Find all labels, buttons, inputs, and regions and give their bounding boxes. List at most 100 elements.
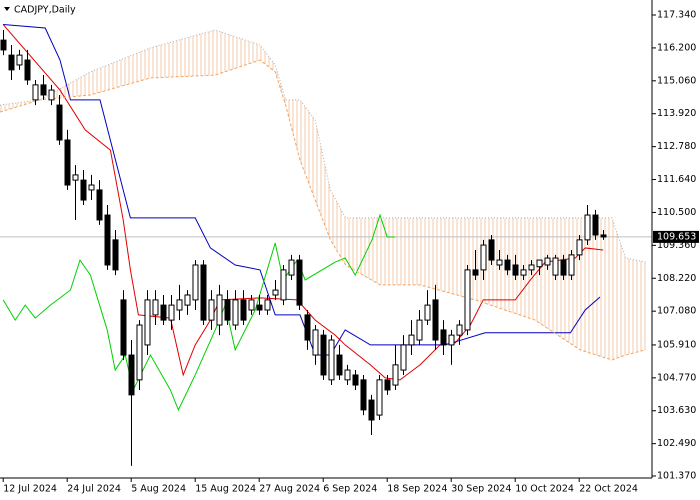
candle-body-down	[368, 399, 375, 421]
candle-body-up	[88, 184, 95, 191]
candle-body-down	[96, 189, 103, 221]
candle-body-up	[584, 214, 591, 241]
y-tick-label: 102.490	[657, 438, 696, 449]
candle-body-down	[200, 264, 207, 321]
candle-body-up	[344, 369, 351, 381]
candle-body-up	[416, 319, 423, 341]
candle-body-up	[480, 244, 487, 271]
candle-body-down	[336, 354, 343, 376]
y-tick-label: 113.920	[657, 108, 696, 119]
candle-body-down	[56, 104, 63, 141]
candle-body-down	[352, 374, 359, 386]
indicator-line	[2, 213, 396, 412]
candle-body-up	[552, 257, 559, 276]
candle-body-up	[376, 379, 383, 416]
x-tick-label: 18 Sep 2024	[387, 484, 447, 495]
candle-body-down	[488, 239, 495, 261]
candle-body-down	[560, 259, 567, 276]
candle-body-down	[440, 329, 447, 346]
candle-body-up	[496, 259, 503, 266]
y-tick-label: 105.910	[657, 339, 696, 350]
y-tick-label: 107.080	[657, 306, 696, 317]
candle-body-up	[328, 339, 335, 381]
indicator-line	[0, 59, 646, 361]
menu-triangle[interactable]	[4, 7, 10, 11]
x-tick-label: 12 Jul 2024	[3, 484, 57, 495]
candle-body-down	[80, 179, 87, 201]
candle-body-down	[160, 304, 167, 321]
candle-body-down	[592, 214, 599, 236]
y-tick-label: 110.500	[657, 207, 696, 218]
indicator-line	[2, 24, 604, 381]
candle-body-down	[64, 139, 71, 186]
candle-body-up	[568, 254, 575, 276]
candle-body-up	[232, 299, 239, 326]
candle-body-up	[288, 259, 295, 276]
y-tick-label: 101.370	[657, 470, 696, 481]
candle-body-up	[16, 54, 23, 66]
candle-body-up	[464, 269, 471, 331]
y-tick-label: 116.200	[657, 42, 696, 53]
x-tick-label: 6 Sep 2024	[323, 484, 377, 495]
candle-body-up	[448, 334, 455, 346]
x-tick-label: 10 Oct 2024	[515, 484, 574, 495]
candle-body-down	[320, 334, 327, 376]
candle-body-up	[280, 269, 287, 301]
y-tick-label: 104.770	[657, 372, 696, 383]
y-tick-label: 111.640	[657, 174, 696, 185]
candle-body-down	[296, 259, 303, 306]
candle-body-down	[224, 299, 231, 321]
candle-body-up	[544, 257, 551, 266]
candle-body-up	[152, 299, 159, 316]
x-tick-label: 30 Sep 2024	[451, 484, 511, 495]
candle-body-down	[256, 304, 263, 311]
candle-body-up	[408, 334, 415, 346]
candle-body-up	[456, 324, 463, 336]
x-tick-label: 27 Aug 2024	[259, 484, 320, 495]
candle-body-up	[176, 299, 183, 311]
candle-body-down	[432, 299, 439, 341]
candle-body-up	[576, 239, 583, 256]
candle-body-down	[240, 299, 247, 321]
candle-body-up	[72, 174, 79, 181]
chart-title: CADJPY,Daily	[14, 5, 76, 16]
candle-body-down	[0, 39, 7, 51]
candle-body-up	[264, 299, 271, 311]
candle-body-up	[424, 304, 431, 321]
candle-body-down	[360, 379, 367, 411]
y-tick-label: 115.060	[657, 75, 696, 86]
candle-body-up	[192, 264, 199, 301]
candle-body-down	[512, 264, 519, 276]
candle-body-up	[312, 329, 319, 356]
y-tick-label: 108.220	[657, 273, 696, 284]
candle-body-up	[272, 289, 279, 296]
candle-body-up	[48, 89, 55, 101]
candle-body-up	[168, 304, 175, 321]
candle-body-down	[504, 259, 511, 271]
candle-body-up	[208, 299, 215, 321]
x-tick-label: 15 Aug 2024	[195, 484, 256, 495]
candle-body-down	[384, 379, 391, 391]
candle-body-down	[472, 269, 479, 276]
x-tick-label: 5 Aug 2024	[131, 484, 186, 495]
plot-area	[0, 24, 652, 466]
x-tick-label: 22 Oct 2024	[579, 484, 638, 495]
candle-body-down	[120, 299, 127, 356]
candle-body-up	[400, 344, 407, 371]
y-tick-label: 112.780	[657, 141, 696, 152]
candle-body-down	[104, 214, 111, 266]
candle-body-up	[392, 364, 399, 386]
candle-body-up	[248, 299, 255, 311]
candle-body-down	[128, 354, 135, 396]
candle-body-up	[136, 324, 143, 381]
candle-body-down	[112, 239, 119, 271]
y-tick-label: 103.630	[657, 405, 696, 416]
last-price-label: 109.653	[657, 231, 696, 242]
candle-body-down	[24, 59, 31, 81]
candle-body-down	[8, 54, 15, 71]
x-tick-label: 24 Jul 2024	[67, 484, 121, 495]
candle-body-up	[144, 299, 151, 346]
ichimoku-cloud	[0, 30, 646, 360]
